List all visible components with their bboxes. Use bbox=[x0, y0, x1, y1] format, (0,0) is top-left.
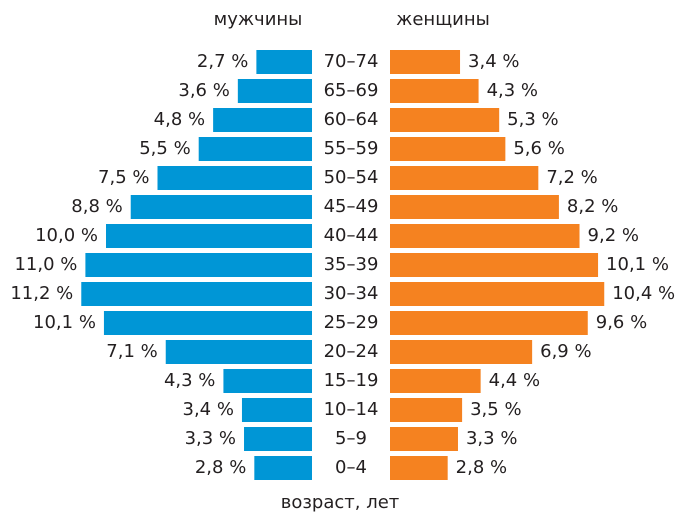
category-label: 45–49 bbox=[324, 196, 379, 217]
category-label: 65–69 bbox=[324, 80, 379, 101]
value-label: 7,2 % bbox=[546, 167, 597, 188]
value-label: 10,4 % bbox=[612, 283, 675, 304]
bar bbox=[237, 79, 312, 103]
bar bbox=[390, 253, 599, 277]
value-label: 5,5 % bbox=[139, 138, 190, 159]
bar bbox=[390, 456, 448, 480]
category-label: 70–74 bbox=[324, 51, 379, 72]
value-label: 5,6 % bbox=[513, 138, 564, 159]
value-label: 9,6 % bbox=[596, 312, 647, 333]
value-label: 10,1 % bbox=[33, 312, 96, 333]
category-label: 0–4 bbox=[335, 457, 367, 478]
value-label: 3,4 % bbox=[468, 51, 519, 72]
bar bbox=[390, 282, 605, 306]
value-label: 7,5 % bbox=[98, 167, 149, 188]
value-label: 2,7 % bbox=[197, 51, 248, 72]
category-label: 35–39 bbox=[324, 254, 379, 275]
bar bbox=[390, 166, 539, 190]
male-header: мужчины bbox=[214, 9, 303, 30]
category-label: 25–29 bbox=[324, 312, 379, 333]
bar bbox=[198, 137, 312, 161]
category-label: 20–24 bbox=[324, 341, 379, 362]
value-label: 11,0 % bbox=[14, 254, 77, 275]
value-label: 3,6 % bbox=[178, 80, 229, 101]
bar bbox=[390, 108, 500, 132]
bar bbox=[390, 369, 481, 393]
value-label: 3,3 % bbox=[185, 428, 236, 449]
value-label: 4,4 % bbox=[489, 370, 540, 391]
value-label: 4,3 % bbox=[487, 80, 538, 101]
category-label: 55–59 bbox=[324, 138, 379, 159]
value-label: 10,1 % bbox=[606, 254, 669, 275]
bar bbox=[390, 79, 479, 103]
bar bbox=[390, 50, 461, 74]
category-label: 50–54 bbox=[324, 167, 379, 188]
category-label: 40–44 bbox=[324, 225, 379, 246]
value-label: 11,2 % bbox=[10, 283, 73, 304]
value-label: 7,1 % bbox=[106, 341, 157, 362]
bar bbox=[256, 50, 312, 74]
bar bbox=[213, 108, 312, 132]
bar bbox=[390, 195, 559, 219]
bar bbox=[390, 224, 580, 248]
value-label: 4,8 % bbox=[154, 109, 205, 130]
bar bbox=[390, 398, 463, 422]
bar bbox=[241, 398, 312, 422]
value-label: 2,8 % bbox=[456, 457, 507, 478]
category-label: 15–19 bbox=[324, 370, 379, 391]
bar bbox=[103, 311, 312, 335]
bar bbox=[390, 137, 506, 161]
bar bbox=[130, 195, 312, 219]
bar bbox=[106, 224, 312, 248]
value-label: 4,3 % bbox=[164, 370, 215, 391]
bar bbox=[390, 340, 533, 364]
value-label: 8,2 % bbox=[567, 196, 618, 217]
value-label: 10,0 % bbox=[35, 225, 98, 246]
value-label: 5,3 % bbox=[507, 109, 558, 130]
category-label: 10–14 bbox=[324, 399, 379, 420]
value-label: 6,9 % bbox=[540, 341, 591, 362]
value-label: 3,5 % bbox=[470, 399, 521, 420]
bar bbox=[223, 369, 312, 393]
value-label: 9,2 % bbox=[588, 225, 639, 246]
value-label: 3,3 % bbox=[466, 428, 517, 449]
value-label: 3,4 % bbox=[183, 399, 234, 420]
female-header: женщины bbox=[396, 9, 490, 30]
category-label: 60–64 bbox=[324, 109, 379, 130]
category-label: 5–9 bbox=[335, 428, 367, 449]
bar bbox=[165, 340, 312, 364]
bar bbox=[244, 427, 312, 451]
bar bbox=[390, 427, 458, 451]
bar bbox=[81, 282, 312, 306]
bar bbox=[254, 456, 312, 480]
value-label: 2,8 % bbox=[195, 457, 246, 478]
axis-label: возраст, лет bbox=[281, 492, 400, 513]
category-label: 30–34 bbox=[324, 283, 379, 304]
value-label: 8,8 % bbox=[71, 196, 122, 217]
bar bbox=[157, 166, 312, 190]
bar bbox=[85, 253, 313, 277]
bar bbox=[390, 311, 588, 335]
